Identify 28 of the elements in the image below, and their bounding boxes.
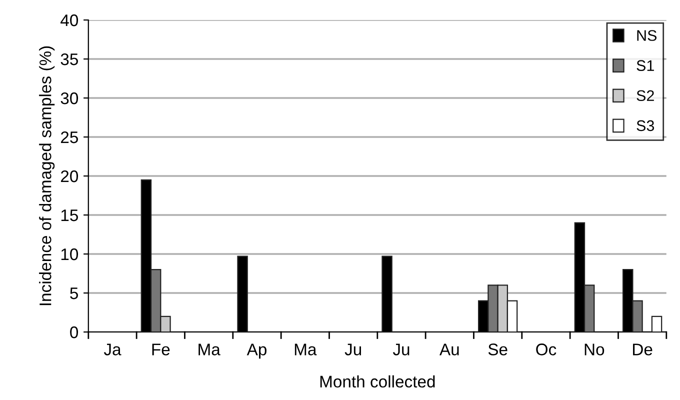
x-tick-label: Ju: [344, 344, 362, 356]
legend-label: NS: [637, 30, 657, 41]
y-tick-label: 10: [61, 248, 78, 260]
x-tick-label: Se: [488, 344, 508, 356]
x-tick-label: Ma: [198, 344, 220, 356]
x-axis-title: Month collected: [320, 375, 435, 388]
legend-label: S2: [636, 90, 654, 102]
legend-label: S3: [636, 120, 654, 132]
x-tick-label: Oc: [536, 344, 556, 356]
x-tick-label: Au: [439, 344, 459, 356]
x-tick-label: De: [633, 344, 652, 356]
x-tick-label: Ja: [104, 344, 122, 356]
x-tick-label: Ma: [294, 344, 317, 356]
y-tick-label: 35: [60, 53, 78, 66]
legend-label: S1: [636, 60, 654, 71]
y-axis-title: Incidence of damaged samples (%): [39, 46, 55, 306]
x-tick-label: Fe: [152, 344, 170, 356]
y-tick-label: 40: [60, 14, 78, 26]
y-tick-label: 25: [60, 131, 78, 144]
y-tick-label: 20: [60, 170, 78, 182]
y-tick-label: 15: [61, 210, 78, 222]
bar: [651, 316, 662, 332]
y-tick-label: 5: [70, 288, 78, 300]
x-tick-label: No: [584, 344, 604, 356]
x-tick-label: Ap: [246, 344, 266, 359]
y-tick-label: 30: [60, 92, 78, 104]
y-tick-label: 0: [70, 326, 78, 338]
x-tick-label: Ju: [392, 344, 410, 356]
